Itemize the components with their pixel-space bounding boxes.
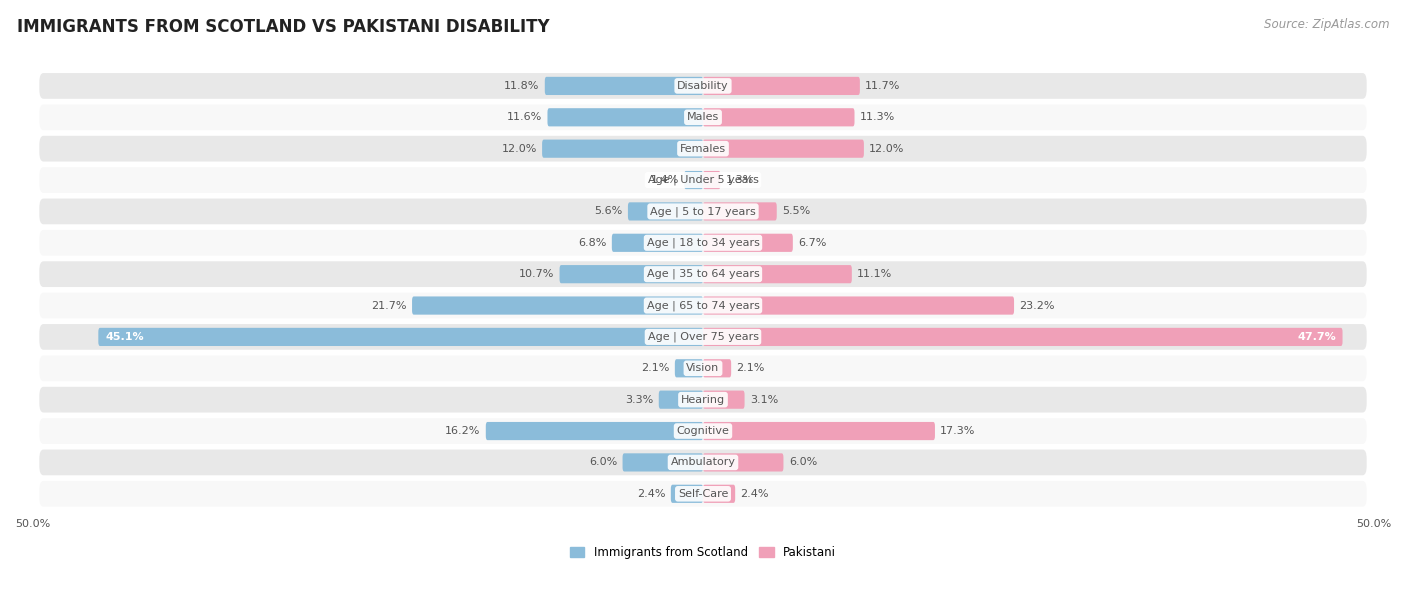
FancyBboxPatch shape bbox=[675, 359, 703, 378]
Text: 1.3%: 1.3% bbox=[725, 175, 754, 185]
Text: 11.8%: 11.8% bbox=[505, 81, 540, 91]
FancyBboxPatch shape bbox=[39, 356, 1367, 381]
FancyBboxPatch shape bbox=[628, 203, 703, 220]
Text: 2.4%: 2.4% bbox=[741, 489, 769, 499]
FancyBboxPatch shape bbox=[623, 453, 703, 471]
FancyBboxPatch shape bbox=[39, 387, 1367, 412]
FancyBboxPatch shape bbox=[703, 422, 935, 440]
Text: 6.0%: 6.0% bbox=[789, 457, 817, 468]
Text: Age | Over 75 years: Age | Over 75 years bbox=[648, 332, 758, 342]
FancyBboxPatch shape bbox=[560, 265, 703, 283]
FancyBboxPatch shape bbox=[39, 481, 1367, 507]
Text: Age | Under 5 years: Age | Under 5 years bbox=[648, 175, 758, 185]
Text: 6.7%: 6.7% bbox=[799, 238, 827, 248]
FancyBboxPatch shape bbox=[685, 171, 703, 189]
Text: 11.1%: 11.1% bbox=[858, 269, 893, 279]
Text: 2.4%: 2.4% bbox=[637, 489, 665, 499]
Text: Age | 18 to 34 years: Age | 18 to 34 years bbox=[647, 237, 759, 248]
FancyBboxPatch shape bbox=[412, 296, 703, 315]
Text: 11.6%: 11.6% bbox=[506, 112, 543, 122]
Text: 12.0%: 12.0% bbox=[502, 144, 537, 154]
Text: 12.0%: 12.0% bbox=[869, 144, 904, 154]
FancyBboxPatch shape bbox=[543, 140, 703, 158]
FancyBboxPatch shape bbox=[703, 265, 852, 283]
Text: Self-Care: Self-Care bbox=[678, 489, 728, 499]
FancyBboxPatch shape bbox=[703, 485, 735, 503]
FancyBboxPatch shape bbox=[544, 77, 703, 95]
FancyBboxPatch shape bbox=[703, 77, 860, 95]
Text: Age | 65 to 74 years: Age | 65 to 74 years bbox=[647, 300, 759, 311]
FancyBboxPatch shape bbox=[703, 296, 1014, 315]
Text: 1.4%: 1.4% bbox=[651, 175, 679, 185]
Text: 11.7%: 11.7% bbox=[865, 81, 901, 91]
Text: 17.3%: 17.3% bbox=[941, 426, 976, 436]
FancyBboxPatch shape bbox=[612, 234, 703, 252]
FancyBboxPatch shape bbox=[39, 230, 1367, 256]
Text: 6.0%: 6.0% bbox=[589, 457, 617, 468]
FancyBboxPatch shape bbox=[703, 203, 776, 220]
Text: 5.6%: 5.6% bbox=[595, 206, 623, 217]
FancyBboxPatch shape bbox=[39, 198, 1367, 224]
FancyBboxPatch shape bbox=[39, 261, 1367, 287]
FancyBboxPatch shape bbox=[703, 234, 793, 252]
Text: 3.3%: 3.3% bbox=[626, 395, 654, 405]
FancyBboxPatch shape bbox=[39, 73, 1367, 99]
FancyBboxPatch shape bbox=[39, 418, 1367, 444]
Text: Cognitive: Cognitive bbox=[676, 426, 730, 436]
FancyBboxPatch shape bbox=[703, 140, 863, 158]
FancyBboxPatch shape bbox=[39, 450, 1367, 476]
FancyBboxPatch shape bbox=[486, 422, 703, 440]
Text: 6.8%: 6.8% bbox=[578, 238, 606, 248]
FancyBboxPatch shape bbox=[547, 108, 703, 127]
Text: 16.2%: 16.2% bbox=[446, 426, 481, 436]
Text: Hearing: Hearing bbox=[681, 395, 725, 405]
Text: 2.1%: 2.1% bbox=[737, 364, 765, 373]
FancyBboxPatch shape bbox=[39, 136, 1367, 162]
Text: Age | 5 to 17 years: Age | 5 to 17 years bbox=[650, 206, 756, 217]
Text: Females: Females bbox=[681, 144, 725, 154]
Text: 5.5%: 5.5% bbox=[782, 206, 810, 217]
Text: Disability: Disability bbox=[678, 81, 728, 91]
Text: 10.7%: 10.7% bbox=[519, 269, 554, 279]
Text: Source: ZipAtlas.com: Source: ZipAtlas.com bbox=[1264, 18, 1389, 31]
Text: Ambulatory: Ambulatory bbox=[671, 457, 735, 468]
FancyBboxPatch shape bbox=[659, 390, 703, 409]
FancyBboxPatch shape bbox=[39, 105, 1367, 130]
Text: IMMIGRANTS FROM SCOTLAND VS PAKISTANI DISABILITY: IMMIGRANTS FROM SCOTLAND VS PAKISTANI DI… bbox=[17, 18, 550, 36]
FancyBboxPatch shape bbox=[39, 167, 1367, 193]
FancyBboxPatch shape bbox=[703, 108, 855, 127]
Legend: Immigrants from Scotland, Pakistani: Immigrants from Scotland, Pakistani bbox=[565, 542, 841, 564]
Text: Age | 35 to 64 years: Age | 35 to 64 years bbox=[647, 269, 759, 280]
Text: 2.1%: 2.1% bbox=[641, 364, 669, 373]
Text: Vision: Vision bbox=[686, 364, 720, 373]
Text: 11.3%: 11.3% bbox=[860, 112, 896, 122]
Text: 3.1%: 3.1% bbox=[749, 395, 778, 405]
FancyBboxPatch shape bbox=[703, 359, 731, 378]
FancyBboxPatch shape bbox=[671, 485, 703, 503]
Text: 45.1%: 45.1% bbox=[105, 332, 143, 342]
FancyBboxPatch shape bbox=[703, 328, 1343, 346]
Text: 47.7%: 47.7% bbox=[1298, 332, 1336, 342]
FancyBboxPatch shape bbox=[703, 453, 783, 471]
FancyBboxPatch shape bbox=[703, 171, 720, 189]
FancyBboxPatch shape bbox=[98, 328, 703, 346]
FancyBboxPatch shape bbox=[703, 390, 745, 409]
FancyBboxPatch shape bbox=[39, 324, 1367, 350]
Text: Males: Males bbox=[688, 112, 718, 122]
Text: 21.7%: 21.7% bbox=[371, 300, 406, 310]
FancyBboxPatch shape bbox=[39, 293, 1367, 318]
Text: 23.2%: 23.2% bbox=[1019, 300, 1054, 310]
